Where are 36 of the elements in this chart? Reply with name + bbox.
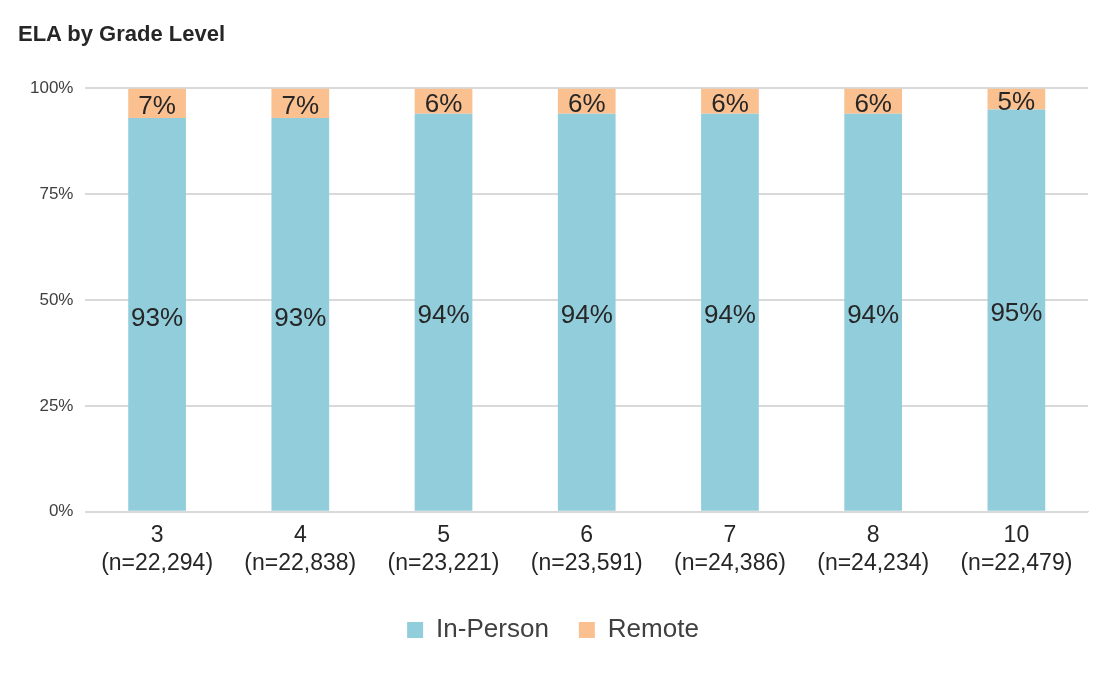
x-tick-label: 7 (n=24,386)	[674, 520, 786, 575]
data-label: 93%	[274, 301, 327, 332]
x-tick-label: 8 (n=24,234)	[817, 520, 930, 575]
data-label: 5%	[997, 86, 1036, 117]
y-tick-label: 0%	[48, 501, 74, 521]
bar	[414, 113, 473, 511]
data-label: 6%	[424, 88, 463, 119]
bar	[987, 109, 1046, 511]
y-tick-label: 75%	[39, 183, 74, 203]
bar	[128, 118, 186, 511]
data-label: 6%	[711, 88, 749, 119]
bar	[557, 113, 616, 511]
data-label: 94%	[703, 299, 756, 330]
x-tick-label: 6 (n=23,591)	[530, 520, 643, 575]
data-label: 6%	[854, 88, 892, 119]
y-tick-label: 100%	[30, 78, 74, 98]
x-tick-label: 3 (n=22,294)	[101, 520, 214, 575]
legend-label: Remote	[607, 613, 699, 644]
data-label: 94%	[847, 299, 900, 330]
y-tick-label: 50%	[39, 289, 74, 309]
x-tick-label: 10 (n=22,479)	[960, 520, 1073, 575]
bar	[701, 113, 759, 511]
data-label: 7%	[138, 90, 176, 121]
data-label: 94%	[417, 299, 470, 330]
data-label: 7%	[281, 90, 320, 121]
data-label: 95%	[990, 297, 1043, 328]
data-label: 6%	[567, 88, 606, 119]
chart-title: ELA by Grade Level	[18, 21, 226, 47]
y-tick-label: 25%	[39, 395, 74, 415]
bar	[844, 113, 903, 511]
data-label: 94%	[560, 299, 613, 330]
bar	[271, 118, 330, 511]
legend-label: In-Person	[436, 613, 549, 644]
x-tick-label: 4 (n=22,838)	[244, 520, 357, 575]
data-label: 93%	[131, 301, 184, 332]
x-tick-label: 5 (n=23,221)	[387, 520, 500, 575]
